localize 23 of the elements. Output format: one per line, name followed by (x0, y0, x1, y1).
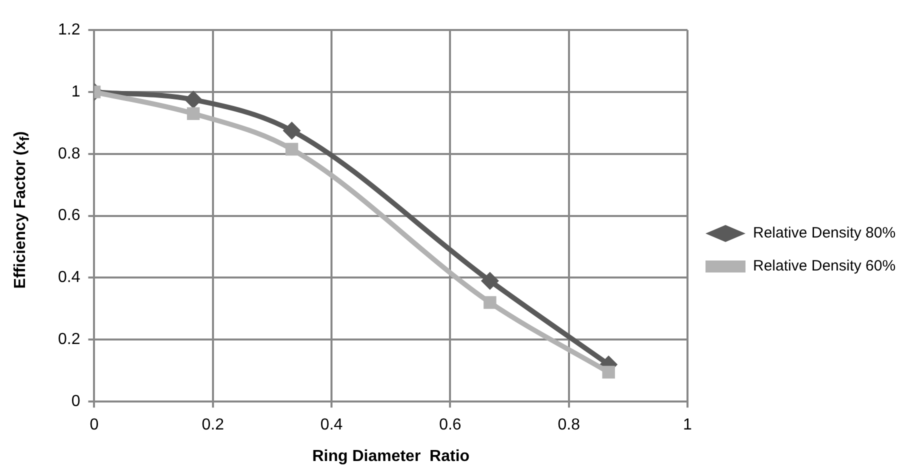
x-tick-label: 0 (90, 416, 99, 434)
x-tick-label: 0.8 (558, 416, 580, 434)
x-tick-label: 0.2 (202, 416, 224, 434)
y-tick-label: 0.4 (58, 269, 80, 286)
y-tick-label: 1.2 (58, 21, 80, 38)
point (184, 90, 202, 109)
y-tick-label: 0.6 (58, 207, 80, 224)
y-tick-label: 0 (71, 393, 80, 410)
x-tick-label: 1 (683, 416, 692, 434)
y-tick-label: 0.2 (58, 331, 80, 348)
point (186, 107, 200, 120)
point (480, 272, 499, 290)
y-tick-label: 1 (71, 83, 80, 100)
legend-label: Relative Density 60% (753, 258, 896, 275)
legend-label: Relative Density 80% (753, 224, 896, 242)
x-axis-title: Ring Diameter Ratio (312, 448, 470, 465)
point (484, 296, 496, 309)
point (282, 122, 301, 140)
point (285, 142, 298, 156)
point (602, 366, 615, 379)
y-tick-label: 0.8 (58, 145, 80, 162)
x-tick-label: 0.6 (439, 416, 462, 434)
x-tick-label: 0.4 (320, 416, 343, 434)
